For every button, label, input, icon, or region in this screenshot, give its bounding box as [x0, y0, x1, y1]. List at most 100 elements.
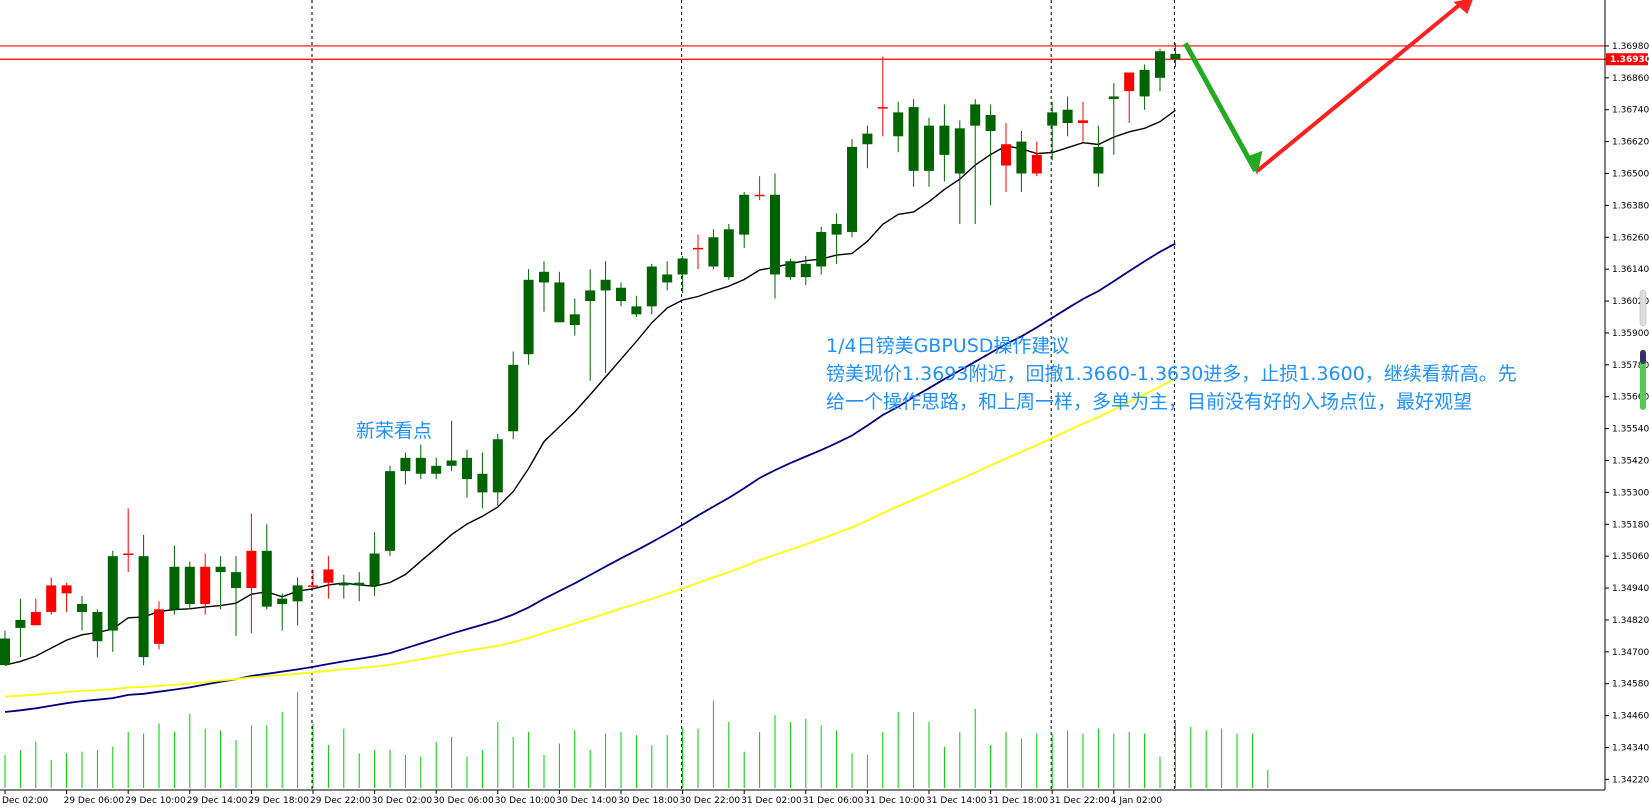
candlestick [554, 271, 565, 323]
time-tick-label: 30 Dec 22:00 [680, 796, 741, 806]
price-tick-label: 1.36260 [1612, 233, 1649, 243]
candle-body [800, 263, 811, 278]
candlestick [123, 508, 134, 573]
candle-body [770, 194, 780, 275]
price-tick-label: 1.35060 [1612, 552, 1649, 562]
price-tick-label: 1.35180 [1612, 520, 1649, 530]
candlestick [523, 269, 534, 365]
candlestick [646, 263, 657, 315]
candle-body [184, 566, 195, 604]
price-tick-label: 1.34940 [1612, 584, 1649, 594]
candle-body [1093, 146, 1104, 174]
price-tick-label: 1.36620 [1612, 138, 1649, 148]
candlestick [138, 534, 149, 666]
candle-body [1078, 120, 1088, 124]
candle-body [677, 258, 688, 275]
price-tick-label: 1.35540 [1612, 425, 1649, 435]
candlestick [261, 524, 272, 610]
candle-body [508, 364, 519, 432]
candle-body [400, 457, 411, 472]
candlestick [1016, 130, 1027, 193]
price-tick-label: 1.36500 [1612, 169, 1649, 179]
time-axis: Dec 02:00 29 Dec 06:00 29 Dec 10:00 29 Dec … [2, 790, 1162, 806]
time-tick-label: 29 Dec 06:00 [64, 796, 125, 806]
candle-body [169, 566, 180, 610]
candlestick [585, 269, 596, 381]
candle-body [739, 194, 750, 235]
price-tick-label: 1.36020 [1612, 297, 1649, 307]
candlestick [15, 598, 26, 658]
candle-body [123, 553, 134, 555]
candle-body [1047, 112, 1058, 126]
candle-body [30, 611, 41, 626]
candle-body [492, 439, 503, 493]
candlestick [739, 192, 750, 248]
candlestick [462, 449, 472, 498]
candle-body [908, 107, 919, 171]
time-tick-label: 30 Dec 06:00 [433, 796, 494, 806]
candle-body [292, 585, 303, 602]
candlestick [61, 582, 72, 612]
candlestick [508, 351, 519, 440]
time-tick-label: 31 Dec 02:00 [741, 796, 802, 806]
candle-body [138, 556, 149, 658]
price-tick-label: 1.36380 [1612, 201, 1649, 211]
candle-body [862, 133, 873, 145]
candle-body [954, 128, 965, 174]
candle-body [46, 585, 57, 612]
time-tick-label: 31 Dec 06:00 [803, 796, 864, 806]
candlestick [400, 452, 411, 485]
candlestick [30, 598, 41, 626]
scrollbar-widget[interactable] [1639, 289, 1647, 410]
price-tick-label: 1.35420 [1612, 456, 1649, 466]
price-tick-label: 1.36980 [1612, 42, 1649, 52]
candle-body [1124, 72, 1135, 92]
candlestick [492, 433, 503, 506]
candlestick [323, 556, 334, 599]
candlestick [1047, 101, 1058, 161]
candlestick [954, 120, 965, 224]
time-tick-label: 29 Dec 10:00 [125, 796, 186, 806]
time-tick-label: 31 Dec 22:00 [1049, 796, 1110, 806]
candlestick [985, 104, 996, 206]
time-tick-label: 30 Dec 18:00 [618, 796, 679, 806]
candlestick [77, 596, 87, 631]
candle-body [1139, 69, 1150, 97]
forecast-arrows [1183, 0, 1473, 175]
candlestick [677, 255, 688, 294]
candle-body [338, 582, 349, 586]
candlestick [92, 609, 103, 658]
price-tick-label: 1.35660 [1612, 393, 1649, 403]
price-tick-label: 1.36140 [1612, 265, 1649, 275]
candlestick [1031, 141, 1042, 177]
candlestick [292, 577, 303, 626]
arrow-down-line [1183, 42, 1258, 173]
time-tick-label: 30 Dec 14:00 [556, 796, 617, 806]
time-tick-label: 29 Dec 14:00 [187, 796, 248, 806]
candlestick [1170, 43, 1181, 68]
candlestick [0, 630, 10, 666]
candle-body [354, 582, 365, 586]
candle-body [631, 306, 642, 315]
candle-body [446, 460, 457, 466]
candle-body [569, 314, 580, 325]
candle-body [107, 556, 118, 631]
candle-body [600, 279, 611, 291]
candlestick [46, 577, 57, 615]
candle-body [616, 287, 626, 302]
candlestick [215, 556, 226, 610]
candle-body [261, 550, 272, 607]
price-tick-label: 1.36740 [1612, 106, 1649, 116]
candle-body [323, 569, 334, 583]
candle-body [0, 638, 10, 666]
candlestick [600, 261, 611, 373]
candlestick [847, 138, 857, 238]
price-tick-label: 1.34820 [1612, 616, 1649, 626]
moving-averages [4, 109, 1176, 713]
candlestick [723, 223, 734, 280]
arrow-up-line [1256, 0, 1467, 173]
volume-bars [4, 692, 1269, 788]
candlestick [338, 574, 349, 599]
time-tick-label: 31 Dec 10:00 [864, 796, 925, 806]
